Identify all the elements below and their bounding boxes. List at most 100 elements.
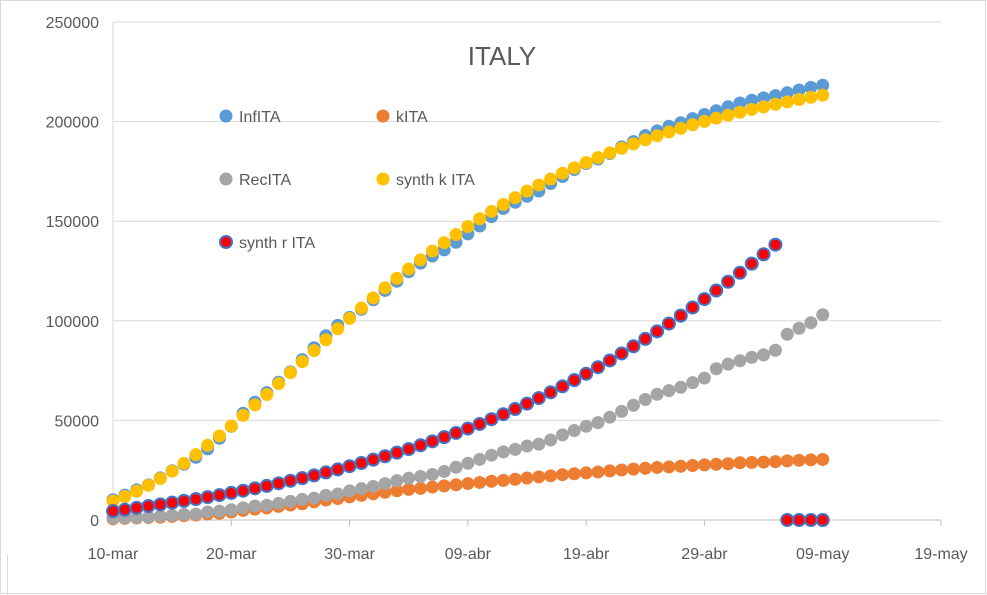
- data-point: [780, 513, 795, 527]
- data-point: [130, 510, 144, 524]
- data-point: [461, 456, 475, 470]
- data-point: [721, 274, 736, 289]
- data-point: [555, 166, 569, 180]
- data-point: [437, 236, 451, 250]
- data-point: [638, 392, 652, 406]
- data-point: [165, 508, 179, 522]
- data-point: [816, 88, 830, 102]
- data-point: [236, 408, 250, 422]
- data-point: [555, 379, 570, 394]
- data-point: [614, 346, 629, 361]
- data-point: [331, 322, 345, 336]
- data-point: [366, 479, 380, 493]
- data-point: [414, 470, 428, 484]
- data-point: [615, 141, 629, 155]
- series-recita: [106, 308, 830, 525]
- data-point: [106, 494, 120, 508]
- data-point: [757, 91, 771, 105]
- data-point: [662, 460, 676, 474]
- x-tick-label: 19-abr: [563, 546, 610, 563]
- data-point: [650, 387, 664, 401]
- data-point: [745, 350, 759, 364]
- data-point: [378, 477, 392, 491]
- data-point: [295, 355, 309, 369]
- data-point: [792, 513, 807, 527]
- data-point: [295, 471, 310, 486]
- data-point: [721, 357, 735, 371]
- x-tick-label: 19-may: [914, 546, 967, 563]
- data-point: [603, 464, 617, 478]
- data-point: [390, 484, 404, 498]
- data-point: [390, 474, 404, 488]
- legend-item: kITA: [376, 109, 428, 126]
- data-point: [437, 479, 451, 493]
- data-point: [496, 197, 510, 211]
- data-point: [686, 118, 700, 132]
- data-point: [366, 452, 381, 467]
- data-point: [212, 429, 226, 443]
- data-point: [674, 121, 688, 135]
- data-point: [461, 220, 475, 234]
- data-point: [425, 434, 440, 449]
- data-point: [342, 459, 357, 474]
- legend-item: synth k ITA: [376, 172, 475, 189]
- data-point: [567, 467, 581, 481]
- data-point: [414, 253, 428, 267]
- x-tick-label: 30-mar: [324, 546, 375, 563]
- data-point: [768, 237, 783, 252]
- legend-marker: [376, 109, 390, 123]
- data-point: [686, 459, 700, 473]
- data-point: [626, 137, 640, 151]
- data-point: [532, 178, 546, 192]
- data-point: [603, 410, 617, 424]
- data-point: [283, 494, 297, 508]
- data-point: [591, 151, 605, 165]
- data-point: [473, 475, 487, 489]
- data-point: [248, 499, 262, 513]
- data-point: [189, 448, 203, 462]
- data-point: [567, 424, 581, 438]
- data-point: [733, 354, 747, 368]
- legend-marker: [376, 172, 390, 186]
- legend-item: InfITA: [219, 109, 281, 126]
- data-point: [745, 102, 759, 116]
- data-point: [816, 78, 830, 92]
- data-point: [615, 404, 629, 418]
- legend-label: InfITA: [239, 109, 281, 126]
- data-point: [272, 377, 286, 391]
- data-point: [733, 456, 747, 470]
- data-point: [745, 455, 759, 469]
- legend-marker: [219, 235, 233, 249]
- x-tick-labels: 10-mar 20-mar 30-mar 09-abr 19-abr 29-abr 09-m…: [88, 546, 968, 563]
- legend-item: synth r ITA: [219, 235, 315, 252]
- data-point: [721, 108, 735, 122]
- legend-item: RecITA: [219, 172, 291, 189]
- data-point: [697, 371, 711, 385]
- y-tick-label: 150000: [46, 214, 99, 231]
- data-point: [496, 473, 510, 487]
- legend-label: kITA: [396, 109, 428, 126]
- data-point: [816, 308, 830, 322]
- data-point: [318, 465, 333, 480]
- legend-marker: [219, 109, 233, 123]
- data-point: [520, 184, 534, 198]
- data-point: [815, 513, 830, 527]
- data-point: [697, 114, 711, 128]
- data-point: [449, 425, 464, 440]
- data-point: [153, 509, 167, 523]
- data-point: [437, 430, 452, 445]
- data-point: [757, 455, 771, 469]
- data-point: [520, 439, 534, 453]
- data-point: [260, 498, 274, 512]
- data-point: [354, 482, 368, 496]
- data-point: [106, 504, 120, 519]
- data-point: [425, 480, 439, 494]
- data-point: [272, 496, 286, 510]
- data-point: [579, 419, 593, 433]
- series-synth-r-ita: [106, 237, 830, 527]
- data-point: [508, 472, 522, 486]
- data-point: [744, 256, 759, 271]
- data-point: [756, 247, 771, 262]
- data-point: [579, 366, 594, 381]
